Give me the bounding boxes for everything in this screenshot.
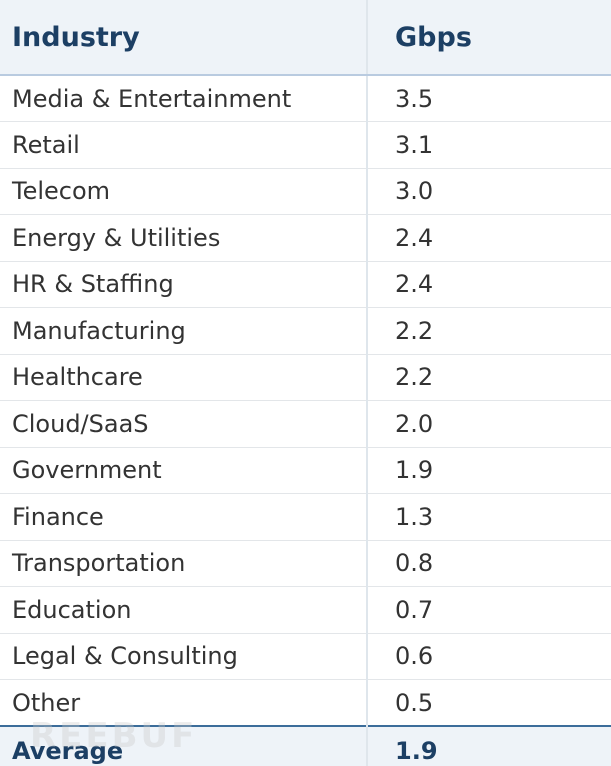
column-header-industry: Industry	[0, 0, 367, 76]
header-row: Industry Gbps	[0, 0, 611, 76]
table-body: Media & Entertainment 3.5 Retail 3.1 Telecom…	[0, 75, 611, 727]
table-row: Retail 3.1	[0, 121, 611, 169]
table-row: Transportation 0.8	[0, 540, 611, 587]
table-row: Manufacturing 2.2	[0, 307, 611, 355]
industry-cell: Transportation	[0, 540, 367, 587]
industry-cell: Media & Entertainment	[0, 75, 367, 122]
table-row: Telecom 3.0	[0, 168, 611, 215]
table-row: Energy & Utilities 2.4	[0, 214, 611, 262]
gbps-cell: 2.4	[366, 261, 611, 308]
industry-cell: HR & Staffing	[0, 261, 367, 308]
industry-cell: Other	[0, 679, 367, 727]
gbps-cell: 0.8	[366, 540, 611, 587]
table-row: Healthcare 2.2	[0, 354, 611, 401]
average-value: 1.9	[366, 725, 611, 766]
industry-cell: Retail	[0, 121, 367, 169]
table-row: Cloud/SaaS 2.0	[0, 400, 611, 448]
gbps-cell: 3.1	[366, 121, 611, 169]
table-row: HR & Staffing 2.4	[0, 261, 611, 308]
industry-cell: Healthcare	[0, 354, 367, 401]
gbps-cell: 2.2	[366, 307, 611, 355]
column-header-gbps: Gbps	[366, 0, 611, 76]
watermark: REEBUF	[30, 716, 198, 756]
average-row: Average 1.9	[0, 725, 611, 766]
table-row: Education 0.7	[0, 586, 611, 634]
gbps-cell: 0.5	[366, 679, 611, 727]
industry-cell: Government	[0, 447, 367, 494]
gbps-cell: 2.2	[366, 354, 611, 401]
table-row: Other 0.5	[0, 679, 611, 727]
industry-cell: Energy & Utilities	[0, 214, 367, 262]
gbps-cell: 2.4	[366, 214, 611, 262]
table-row: Media & Entertainment 3.5	[0, 75, 611, 122]
gbps-cell: 2.0	[366, 400, 611, 448]
gbps-cell: 0.6	[366, 633, 611, 680]
gbps-cell: 1.3	[366, 493, 611, 541]
gbps-cell: 0.7	[366, 586, 611, 634]
industry-cell: Cloud/SaaS	[0, 400, 367, 448]
table-row: Government 1.9	[0, 447, 611, 494]
industry-cell: Telecom	[0, 168, 367, 215]
gbps-cell: 3.0	[366, 168, 611, 215]
gbps-cell: 3.5	[366, 75, 611, 122]
industry-cell: Education	[0, 586, 367, 634]
industry-cell: Legal & Consulting	[0, 633, 367, 680]
table-row: Finance 1.3	[0, 493, 611, 541]
gbps-cell: 1.9	[366, 447, 611, 494]
industry-cell: Manufacturing	[0, 307, 367, 355]
average-label: Average	[0, 725, 367, 766]
table-row: Legal & Consulting 0.6	[0, 633, 611, 680]
industry-cell: Finance	[0, 493, 367, 541]
